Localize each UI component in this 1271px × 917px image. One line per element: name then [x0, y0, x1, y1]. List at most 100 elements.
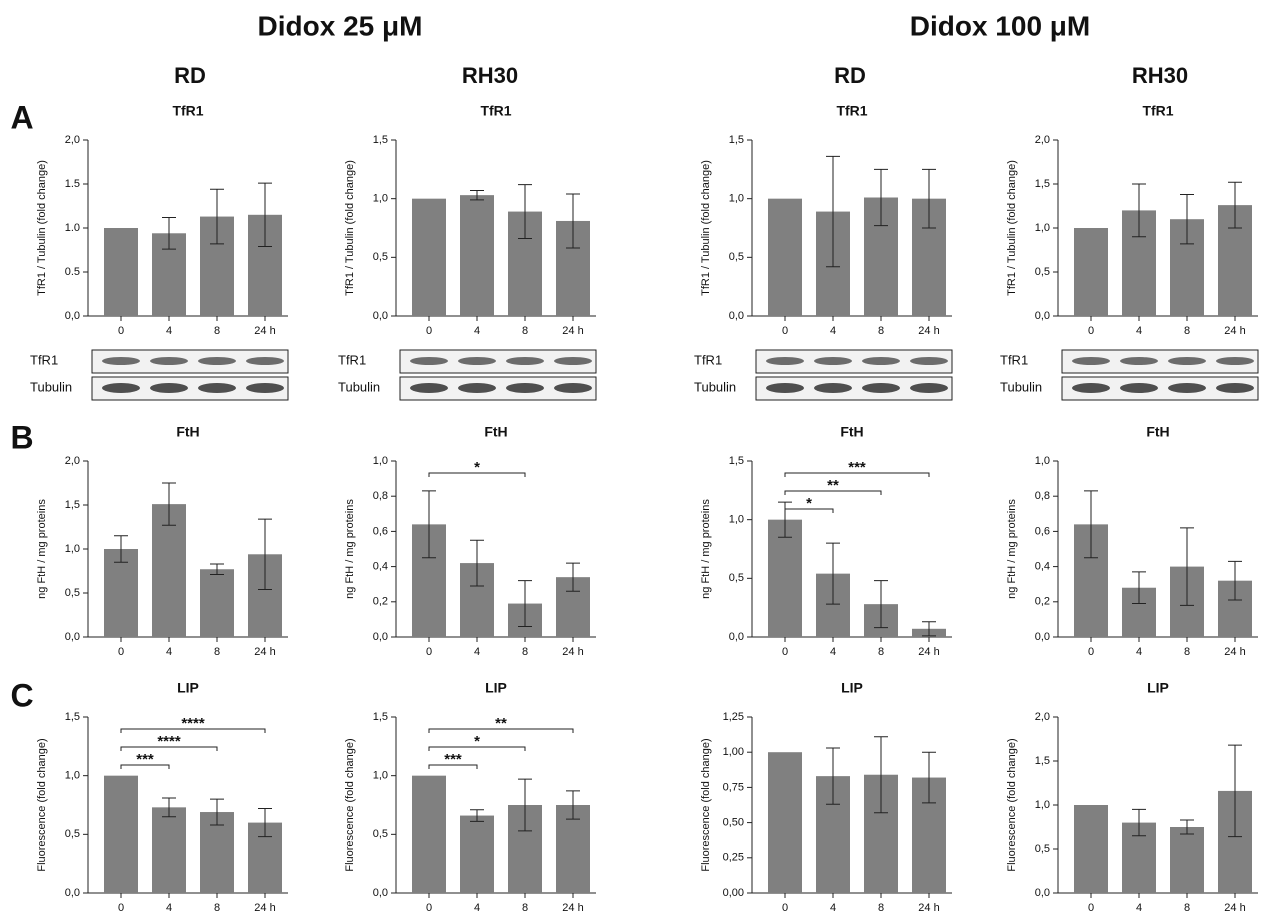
y-tick-label: 1,0: [65, 543, 80, 555]
y-tick-label: 0,5: [65, 828, 80, 840]
y-tick-label: 0,0: [65, 631, 80, 643]
y-tick-label: 0,0: [729, 310, 744, 322]
y-tick-label: 0,0: [373, 887, 388, 899]
blot-band: [1216, 357, 1254, 365]
blot-band: [150, 383, 188, 393]
x-tick-label: 4: [830, 646, 836, 658]
y-tick-label: 0,0: [729, 631, 744, 643]
y-tick-label: 1,5: [1035, 178, 1050, 190]
x-tick-label: 8: [1184, 325, 1190, 337]
blot-band: [506, 357, 544, 365]
panel-letter: B: [10, 419, 33, 455]
blot-band: [554, 357, 592, 365]
x-tick-label: 24 h: [918, 646, 939, 658]
y-tick-label: 0,5: [729, 251, 744, 263]
y-axis-label: ng FtH / mg proteins: [700, 499, 712, 599]
bar: [460, 195, 494, 316]
x-tick-label: 0: [1088, 902, 1094, 914]
y-tick-label: 1,5: [729, 455, 744, 467]
blot-label: Tubulin: [338, 379, 380, 394]
x-tick-label: 4: [830, 902, 836, 914]
x-tick-label: 24 h: [1224, 902, 1245, 914]
y-tick-label: 0,6: [373, 525, 388, 537]
chart-title: LIP: [841, 680, 863, 696]
blot-band: [506, 383, 544, 393]
blot-band: [766, 383, 804, 393]
significance-label: *: [474, 733, 480, 750]
y-tick-label: 1,0: [729, 514, 744, 526]
cell-line-header: RH30: [462, 63, 518, 88]
y-axis-label: Fluorescence (fold change): [1006, 738, 1018, 871]
y-tick-label: 2,0: [1035, 711, 1050, 723]
x-tick-label: 4: [166, 902, 172, 914]
cell-line-header: RD: [834, 63, 866, 88]
x-tick-label: 24 h: [562, 325, 583, 337]
blot-band: [1168, 357, 1206, 365]
y-tick-label: 1,0: [373, 193, 388, 205]
bar: [1074, 228, 1108, 316]
bar: [152, 807, 186, 893]
x-tick-label: 8: [214, 325, 220, 337]
x-tick-label: 0: [426, 325, 432, 337]
blot-band: [862, 383, 900, 393]
significance-label: **: [495, 715, 507, 732]
chart-title: TfR1: [836, 103, 867, 119]
blot-band: [1168, 383, 1206, 393]
chart-title: FtH: [176, 424, 199, 440]
x-tick-label: 4: [166, 646, 172, 658]
y-tick-label: 0,0: [1035, 631, 1050, 643]
y-tick-label: 1,0: [1035, 455, 1050, 467]
blot-band: [1072, 383, 1110, 393]
significance-label: *: [474, 459, 480, 476]
x-tick-label: 0: [1088, 325, 1094, 337]
x-tick-label: 4: [474, 902, 480, 914]
y-axis-label: TfR1 / Tubulin (fold change): [1006, 160, 1018, 296]
chart-title: FtH: [840, 424, 863, 440]
y-tick-label: 1,0: [373, 455, 388, 467]
y-tick-label: 0,5: [1035, 266, 1050, 278]
significance-label: *: [806, 495, 812, 512]
blot-band: [102, 357, 140, 365]
x-tick-label: 8: [522, 325, 528, 337]
blot-band: [1120, 357, 1158, 365]
x-tick-label: 8: [214, 902, 220, 914]
chart-title: LIP: [485, 680, 507, 696]
blot-band: [814, 357, 852, 365]
y-tick-label: 0.5: [65, 266, 80, 278]
significance-label: ****: [157, 733, 181, 750]
blot-band: [410, 383, 448, 393]
x-tick-label: 0: [1088, 646, 1094, 658]
blot-label: TfR1: [1000, 352, 1028, 367]
y-tick-label: 0,2: [373, 596, 388, 608]
y-tick-label: 1,25: [723, 711, 744, 723]
y-tick-label: 1,5: [65, 499, 80, 511]
x-tick-label: 24 h: [254, 325, 275, 337]
x-tick-label: 24 h: [254, 646, 275, 658]
y-axis-label: TfR1 / Tubulin (fold change): [344, 160, 356, 296]
x-tick-label: 8: [522, 646, 528, 658]
x-tick-label: 4: [1136, 902, 1142, 914]
blot-band: [910, 357, 948, 365]
blot-band: [102, 383, 140, 393]
x-tick-label: 24 h: [918, 902, 939, 914]
y-tick-label: 1,5: [373, 711, 388, 723]
x-tick-label: 0: [118, 646, 124, 658]
y-axis-label: Fluorescence (fold change): [344, 738, 356, 871]
x-tick-label: 24 h: [254, 902, 275, 914]
x-tick-label: 8: [878, 902, 884, 914]
y-axis-label: ng FtH / mg proteins: [36, 499, 48, 599]
y-tick-label: 1,5: [729, 134, 744, 146]
chart-title: LIP: [177, 680, 199, 696]
y-tick-label: 0,8: [373, 490, 388, 502]
condition-header: Didox 25 μM: [258, 10, 423, 41]
blot-band: [1072, 357, 1110, 365]
significance-label: **: [827, 477, 839, 494]
blot-label: TfR1: [338, 352, 366, 367]
y-axis-label: TfR1 / Tubulin (fold change): [700, 160, 712, 296]
y-tick-label: 0,2: [1035, 596, 1050, 608]
blot-band: [862, 357, 900, 365]
x-tick-label: 4: [474, 646, 480, 658]
y-tick-label: 0,8: [1035, 490, 1050, 502]
y-tick-label: 1,0: [1035, 222, 1050, 234]
x-tick-label: 8: [878, 325, 884, 337]
